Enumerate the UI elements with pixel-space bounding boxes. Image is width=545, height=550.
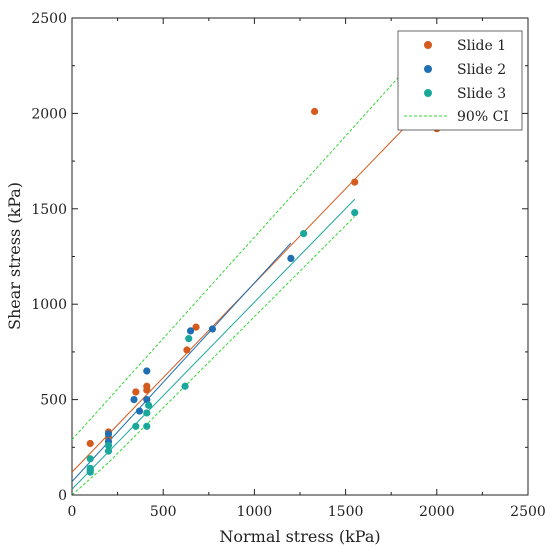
data-point-slide-2 <box>186 327 195 335</box>
data-point-slide-3 <box>145 401 153 409</box>
data-point-slide-3 <box>143 422 151 430</box>
x-tick-label: 1500 <box>328 504 364 520</box>
legend-marker-slide-1 <box>424 41 432 49</box>
legend-label-slide-2: Slide 2 <box>457 62 506 78</box>
y-tick-label: 0 <box>58 488 67 504</box>
data-point-slide-1 <box>183 346 191 354</box>
data-point-slide-3 <box>132 422 140 430</box>
x-axis-label: Normal stress (kPa) <box>219 527 380 546</box>
x-tick-label: 500 <box>150 504 177 520</box>
data-point-slide-2 <box>208 325 217 333</box>
legend-label-ci: 90% CI <box>457 109 509 125</box>
legend-label-slide-1: Slide 1 <box>457 38 506 54</box>
y-tick-label: 1000 <box>31 297 67 313</box>
data-point-slide-3 <box>143 409 151 417</box>
data-point-slide-3 <box>86 468 94 476</box>
ci-lower-line <box>71 216 356 496</box>
y-axis-label: Shear stress (kPa) <box>5 182 24 330</box>
y-tick-label: 2000 <box>31 106 67 122</box>
legend-marker-slide-3 <box>424 89 432 97</box>
x-tick-label: 0 <box>68 504 77 520</box>
x-tick-label: 2000 <box>419 504 455 520</box>
x-tick-label: 1000 <box>237 504 273 520</box>
y-tick-label: 500 <box>40 393 67 409</box>
data-point-slide-2 <box>143 367 151 375</box>
legend-marker-slide-2 <box>424 65 432 73</box>
legend: Slide 1 Slide 2 Slide 3 90% CI <box>397 30 523 131</box>
legend-label-slide-3: Slide 3 <box>457 86 506 102</box>
data-point-slide-3 <box>181 382 189 390</box>
data-point-slide-1 <box>132 388 140 396</box>
data-point-slide-3 <box>185 334 193 343</box>
data-point-slide-2 <box>287 254 295 263</box>
data-point-slide-3 <box>351 209 359 217</box>
data-point-slide-1 <box>351 178 359 186</box>
data-points-layer <box>86 107 441 476</box>
axes-layer: 0 500 1000 1500 2000 2500 0 500 1000 1500 2000 2500 <box>31 11 545 520</box>
data-point-slide-1 <box>86 439 94 448</box>
data-point-slide-2 <box>104 430 113 438</box>
data-point-slide-3 <box>104 447 113 455</box>
y-tick-label: 1500 <box>31 202 67 218</box>
legend-box <box>397 30 523 131</box>
x-tick-label: 2500 <box>510 504 545 520</box>
y-tick-label: 2500 <box>31 11 67 27</box>
data-point-slide-1 <box>310 107 319 116</box>
data-point-slide-1 <box>192 323 200 331</box>
data-point-slide-1 <box>143 382 151 390</box>
data-point-slide-3 <box>86 455 94 463</box>
data-point-slide-2 <box>130 396 138 404</box>
data-point-slide-3 <box>104 441 113 449</box>
data-point-slide-2 <box>135 407 144 415</box>
data-point-slide-2 <box>143 396 151 404</box>
data-point-slide-3 <box>300 230 308 238</box>
fit-line-slide-3 <box>71 198 356 490</box>
